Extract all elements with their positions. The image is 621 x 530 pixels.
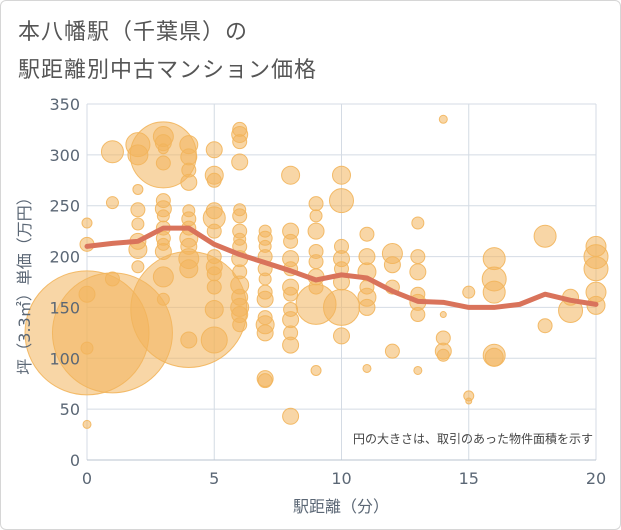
data-point — [205, 141, 223, 159]
data-point — [323, 288, 360, 326]
data-point — [204, 299, 224, 319]
data-point — [383, 256, 401, 274]
data-point — [482, 247, 506, 271]
data-point — [413, 365, 423, 375]
y-tick-label: 0 — [70, 451, 80, 470]
x-tick-label: 5 — [209, 469, 219, 488]
data-point — [410, 307, 426, 323]
data-point — [309, 209, 323, 223]
data-point — [131, 260, 145, 274]
data-point — [410, 249, 426, 265]
bubble-size-note: 円の大きさは、取引のあった物件面積を示す — [353, 431, 593, 446]
y-tick-label: 50 — [60, 400, 80, 419]
y-tick-label: 100 — [49, 349, 80, 368]
data-point — [384, 343, 400, 359]
data-point — [206, 223, 222, 239]
data-point — [411, 216, 425, 230]
data-point — [333, 327, 350, 345]
data-point — [308, 196, 324, 212]
data-point — [484, 347, 504, 367]
data-point — [157, 143, 169, 155]
data-point — [283, 286, 299, 302]
data-point — [104, 271, 120, 287]
data-point — [359, 226, 375, 242]
data-point — [533, 224, 557, 248]
chart-title-line2: 駅距離別中古マンション価格 — [18, 58, 318, 83]
data-point — [282, 336, 300, 354]
y-axis-label: 坪（3.3㎡）単価（万円） — [15, 189, 34, 374]
data-point — [232, 134, 248, 150]
data-point — [232, 208, 248, 224]
data-point — [310, 364, 322, 376]
data-point — [180, 331, 198, 349]
x-tick-labels: 0 5 10 15 20 — [82, 469, 606, 488]
data-point — [258, 272, 272, 286]
data-point — [156, 209, 170, 223]
data-point — [82, 419, 92, 429]
data-point — [282, 311, 300, 329]
data-point — [257, 373, 273, 389]
data-point — [439, 311, 447, 319]
data-point — [332, 165, 351, 185]
chart-title-line1: 本八幡駅（千葉県）の — [18, 20, 249, 45]
data-point — [132, 183, 144, 195]
data-point — [583, 256, 609, 282]
data-point — [329, 188, 354, 214]
data-point — [256, 324, 274, 342]
data-point — [232, 317, 248, 333]
data-point — [537, 318, 553, 334]
data-point — [436, 348, 450, 362]
y-tick-label: 200 — [49, 248, 80, 267]
data-point — [231, 153, 249, 171]
data-point — [131, 217, 145, 231]
average-price-line — [84, 225, 599, 310]
data-point — [206, 279, 222, 295]
x-tick-label: 0 — [82, 469, 92, 488]
data-point — [256, 290, 274, 308]
data-point — [482, 280, 506, 304]
x-tick-label: 10 — [331, 469, 351, 488]
data-point — [206, 172, 222, 188]
data-point — [283, 233, 299, 249]
data-point — [179, 259, 199, 279]
data-point — [81, 217, 93, 229]
y-tick-label: 150 — [49, 298, 80, 317]
data-point — [130, 202, 146, 218]
y-tick-labels: 0 50 100 150 200 250 300 350 — [49, 95, 80, 470]
data-point — [465, 397, 473, 405]
data-point — [307, 222, 325, 240]
data-point — [105, 196, 119, 210]
data-point — [362, 363, 372, 373]
x-tick-label: 20 — [586, 469, 606, 488]
y-tick-label: 250 — [49, 197, 80, 216]
data-point — [206, 266, 222, 282]
trend-line-layer — [84, 225, 599, 310]
data-point — [462, 285, 476, 299]
data-point — [200, 326, 228, 354]
x-tick-label: 15 — [459, 469, 479, 488]
data-point — [100, 140, 124, 164]
data-point — [180, 173, 198, 191]
x-axis-label: 駅距離（分） — [293, 497, 389, 516]
data-point — [409, 263, 427, 281]
y-tick-label: 300 — [49, 146, 80, 165]
y-tick-label: 350 — [49, 95, 80, 114]
data-point — [308, 254, 324, 270]
data-point — [180, 148, 198, 166]
data-point — [358, 248, 376, 266]
data-point — [358, 298, 376, 316]
data-point — [155, 155, 171, 171]
bubble-layer — [24, 114, 609, 429]
data-point — [282, 407, 300, 425]
data-point — [281, 165, 301, 185]
data-point — [438, 114, 448, 124]
